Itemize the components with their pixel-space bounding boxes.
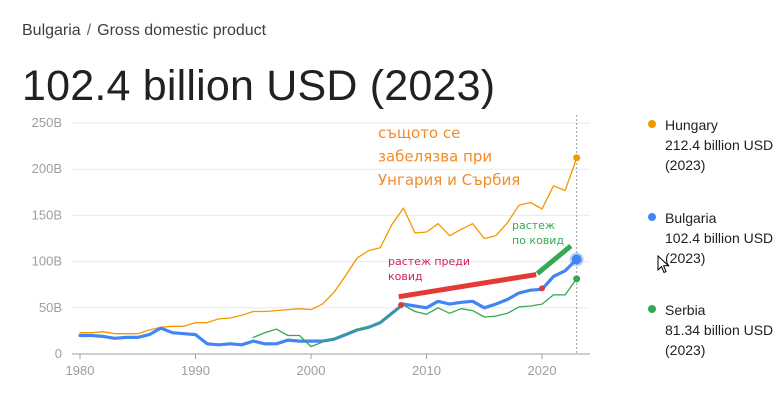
legend-value-serbia: 81.34 billion USD (2023)	[665, 322, 774, 358]
x-tick-label: 2010	[412, 363, 441, 378]
trend-line-0	[398, 272, 537, 300]
breadcrumb: Bulgaria / Gross domestic product	[22, 22, 266, 40]
chart-series	[78, 157, 579, 348]
note-orange_note-line: забелязва при	[378, 148, 492, 166]
chart-axes: 0 50B 100B 150B 200B 250B 1980 1990 2000 2010 2020	[32, 115, 557, 378]
series-line-serbia	[252, 278, 578, 348]
y-tick-label: 100B	[32, 254, 62, 269]
legend-name-bulgaria: Bulgaria	[665, 210, 717, 226]
gdp-line-chart[interactable]: 0 50B 100B 150B 200B 250B 1980 1990 2000 2010 2020…	[0, 0, 640, 408]
y-tick-label: 150B	[32, 207, 62, 222]
legend-dot-serbia	[648, 305, 656, 313]
endpoint-2	[573, 275, 581, 283]
breadcrumb-country-link[interactable]: Bulgaria	[22, 22, 81, 39]
series-line-bulgaria	[78, 257, 579, 347]
x-tick-label: 1990	[181, 363, 210, 378]
chart-annotations	[398, 154, 584, 309]
series-line-hungary	[79, 157, 578, 335]
legend-value-bulgaria: 102.4 billion USD (2023)	[665, 230, 774, 266]
trend-marker-0	[398, 302, 405, 309]
x-tick-label: 1980	[66, 363, 95, 378]
legend-dot-hungary	[648, 120, 656, 128]
trend-line-1	[535, 243, 573, 276]
trend-marker-1	[539, 285, 545, 292]
note-green_note-line: по ковид	[512, 234, 564, 247]
note-green_note-line: растеж	[512, 219, 555, 232]
breadcrumb-separator: /	[86, 22, 92, 39]
endpoint-1	[571, 254, 582, 265]
x-tick-label: 2000	[297, 363, 326, 378]
legend-dot-bulgaria	[648, 213, 656, 221]
legend-value-hungary: 212.4 billion USD (2023)	[665, 137, 774, 173]
legend-name-hungary: Hungary	[665, 117, 718, 133]
note-orange_note-line: Унгария и Сърбия	[378, 171, 520, 189]
y-tick-label: 250B	[32, 115, 62, 130]
chart-grid	[72, 115, 590, 355]
mouse-cursor-icon	[657, 255, 670, 274]
note-orange_note-line: същото се	[378, 124, 460, 142]
x-tick-label: 2020	[528, 363, 557, 378]
legend-name-serbia: Serbia	[665, 302, 706, 318]
note-red_note-line: растеж преди	[388, 255, 470, 268]
endpoint-0	[573, 154, 581, 162]
chart-notes: същото се забелязва при Унгария и Сърбия ра…	[378, 124, 564, 283]
note-red_note-line: ковид	[388, 270, 423, 283]
headline-value: 102.4 billion USD (2023)	[22, 62, 496, 110]
y-tick-label: 50B	[39, 300, 62, 315]
y-tick-label: 200B	[32, 161, 62, 176]
y-tick-label: 0	[55, 346, 62, 361]
breadcrumb-topic: Gross domestic product	[97, 22, 267, 39]
